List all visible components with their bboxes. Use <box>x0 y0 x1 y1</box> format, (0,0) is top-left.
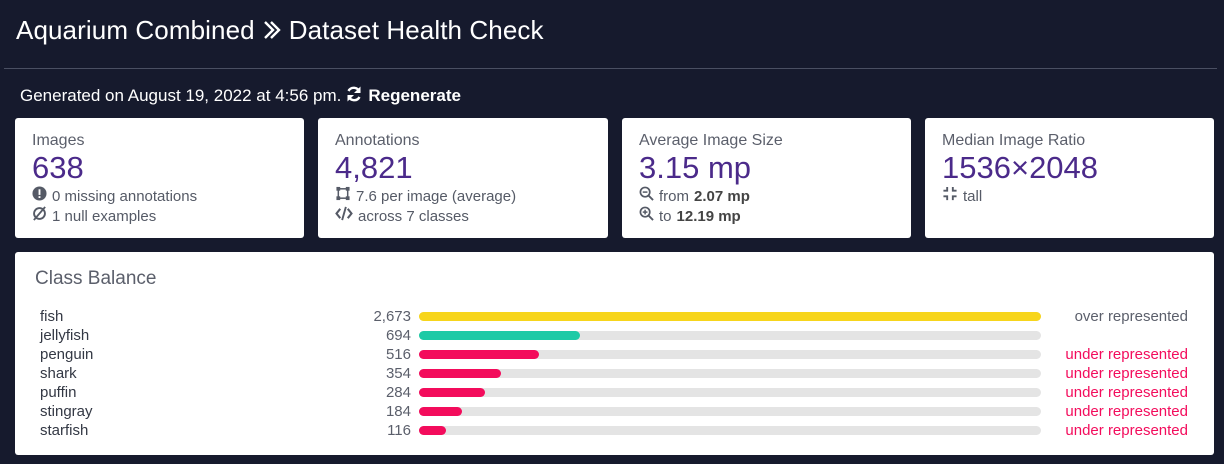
class-row-shark[interactable]: shark 354 under represented <box>15 364 1214 383</box>
class-bar-fill <box>419 426 446 435</box>
class-bar-fill <box>419 331 580 340</box>
class-name: fish <box>40 308 64 325</box>
class-status: under represented <box>1065 384 1188 401</box>
class-count: 354 <box>385 365 411 382</box>
class-bar-fill <box>419 350 539 359</box>
class-row-starfish[interactable]: starfish 116 under represented <box>15 421 1214 440</box>
regenerate-label: Regenerate <box>368 86 461 105</box>
class-name: starfish <box>40 422 89 439</box>
annotations-card: Annotations 4,821 7.6 per image (average… <box>318 118 608 238</box>
regenerate-button[interactable]: Regenerate <box>345 85 461 108</box>
class-status: over represented <box>1074 308 1188 325</box>
header-divider <box>4 68 1217 69</box>
class-bar-fill <box>419 312 1041 321</box>
zoom-out-icon <box>639 186 654 206</box>
class-name: puffin <box>40 384 77 401</box>
annotations-label: Annotations <box>335 132 420 149</box>
code-icon <box>335 206 353 226</box>
image-ratio-card: Median Image Ratio 1536×2048 tall <box>925 118 1214 238</box>
class-count: 284 <box>385 384 411 401</box>
class-row-penguin[interactable]: penguin 516 under represented <box>15 345 1214 364</box>
double-chevron-right-icon <box>261 18 283 42</box>
vector-square-icon <box>335 186 351 206</box>
per-image-text: 7.6 per image (average) <box>356 187 517 205</box>
page-title: Dataset Health Check <box>288 14 544 45</box>
classes-count-text: across 7 classes <box>358 207 469 225</box>
class-count: 694 <box>385 327 411 344</box>
exclamation-circle-icon <box>32 186 47 206</box>
project-name[interactable]: Aquarium Combined <box>16 14 255 45</box>
class-status: under represented <box>1065 403 1188 420</box>
null-examples: 1 null examples <box>32 206 287 226</box>
class-bar-fill <box>419 369 501 378</box>
images-card: Images 638 0 missing annotations 1 null … <box>15 118 304 238</box>
zoom-in-icon <box>639 206 654 226</box>
min-size: from 2.07 mp <box>639 186 894 206</box>
min-size-value: 2.07 mp <box>694 187 750 205</box>
class-name: shark <box>40 365 77 382</box>
class-bar-track <box>419 350 1041 359</box>
class-bar-track <box>419 312 1041 321</box>
class-row-stingray[interactable]: stingray 184 under represented <box>15 402 1214 421</box>
class-count: 2,673 <box>373 308 411 325</box>
generated-line: Generated on August 19, 2022 at 4:56 pm.… <box>20 84 461 108</box>
image-ratio-value: 1536×2048 <box>942 150 1099 185</box>
classes-count: across 7 classes <box>335 206 591 226</box>
class-name: penguin <box>40 346 94 363</box>
class-balance-panel: Class Balance fish 2,673 over represented j… <box>15 252 1214 455</box>
images-count: 638 <box>32 150 84 185</box>
class-bar-track <box>419 331 1041 340</box>
class-bar-track <box>419 388 1041 397</box>
ratio-orientation: tall <box>942 186 1197 206</box>
class-count: 184 <box>385 403 411 420</box>
class-bar-track <box>419 426 1041 435</box>
class-count: 516 <box>385 346 411 363</box>
class-bar-fill <box>419 388 485 397</box>
max-size: to 12.19 mp <box>639 206 894 226</box>
compress-icon <box>942 186 958 206</box>
missing-annotations: 0 missing annotations <box>32 186 287 206</box>
class-status: under represented <box>1065 422 1188 439</box>
min-size-prefix: from <box>659 187 689 205</box>
per-image: 7.6 per image (average) <box>335 186 591 206</box>
class-row-puffin[interactable]: puffin 284 under represented <box>15 383 1214 402</box>
image-ratio-label: Median Image Ratio <box>942 132 1086 149</box>
class-name: jellyfish <box>40 327 90 344</box>
max-size-prefix: to <box>659 207 672 225</box>
class-row-fish[interactable]: fish 2,673 over represented <box>15 307 1214 326</box>
ratio-orientation-text: tall <box>963 187 983 205</box>
max-size-value: 12.19 mp <box>676 207 741 225</box>
page-header: Aquarium Combined Dataset Health Check <box>16 12 544 48</box>
refresh-icon <box>345 85 363 108</box>
class-bar-track <box>419 407 1041 416</box>
image-size-card: Average Image Size 3.15 mp from 2.07 mp … <box>622 118 911 238</box>
class-name: stingray <box>40 403 93 420</box>
image-size-value: 3.15 mp <box>639 150 752 185</box>
annotations-count: 4,821 <box>335 150 413 185</box>
class-count: 116 <box>387 422 411 439</box>
class-status: under represented <box>1065 346 1188 363</box>
class-balance-title: Class Balance <box>35 268 157 289</box>
class-bar-fill <box>419 407 462 416</box>
generated-text: Generated on August 19, 2022 at 4:56 pm. <box>20 86 342 105</box>
class-status: under represented <box>1065 365 1188 382</box>
image-size-label: Average Image Size <box>639 132 783 149</box>
null-examples-text: 1 null examples <box>52 207 157 225</box>
class-row-jellyfish[interactable]: jellyfish 694 <box>15 326 1214 345</box>
missing-annotations-text: 0 missing annotations <box>52 187 198 205</box>
images-label: Images <box>32 132 85 149</box>
class-bar-track <box>419 369 1041 378</box>
empty-set-icon <box>32 206 47 226</box>
